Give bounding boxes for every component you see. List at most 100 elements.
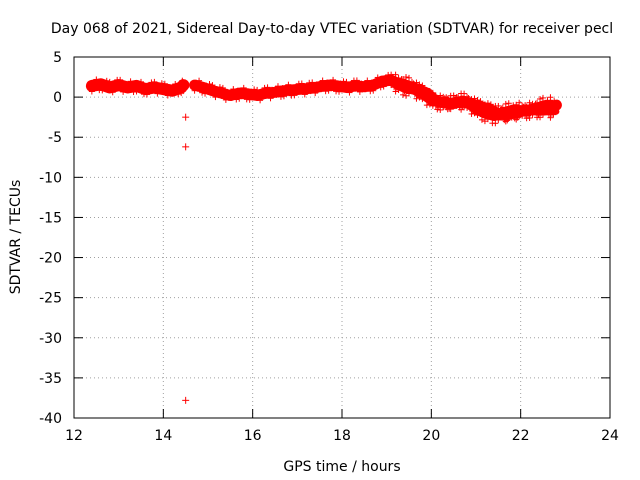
band-upper-branch-marker (471, 95, 478, 102)
band-segment-1-marker (148, 79, 155, 86)
band-lower-branch-marker (502, 118, 509, 125)
y-tick-label: -25 (39, 291, 62, 307)
band-segment-2-marker (322, 88, 329, 95)
band-segment-2-marker (227, 89, 234, 96)
band-segment-2-marker (315, 86, 322, 93)
band-segment-2-marker (349, 86, 356, 93)
band-lower-branch-marker (394, 80, 401, 87)
band-segment-2-marker (216, 84, 223, 91)
band-upper-branch-marker (526, 99, 533, 106)
band-segment-1-marker (90, 79, 97, 86)
band-segment-2-marker (230, 86, 237, 93)
band-lower-branch-marker (480, 109, 487, 116)
band-lower-branch-marker (508, 114, 515, 121)
band-segment-2-marker (228, 94, 235, 101)
band-upper-branch-marker (426, 87, 433, 94)
band-upper-branch-marker (502, 100, 509, 107)
band-segment-1-marker (166, 84, 173, 91)
band-segment-2-marker (239, 93, 246, 100)
band-lower-branch-marker (400, 91, 407, 98)
band-segment-2-marker (380, 83, 387, 90)
band-lower-branch-marker (474, 112, 481, 119)
band-segment-1-marker (124, 81, 131, 88)
band-segment-1-marker (138, 78, 144, 85)
band-lower-branch-marker (550, 111, 557, 118)
band-lower-branch-marker (548, 106, 555, 113)
band-segment-2-marker (361, 80, 368, 87)
band-segment-2-marker (373, 83, 380, 90)
band-lower-branch-marker (438, 98, 445, 105)
band-segment-1-marker (130, 89, 137, 96)
band-segment-2-marker (257, 97, 264, 104)
x-tick-label: 14 (154, 428, 172, 444)
band-segment-1-marker (172, 81, 179, 88)
band-lower-branch-marker (446, 100, 453, 107)
band-segment-2-marker (196, 77, 203, 84)
band-segment-2-marker (370, 87, 377, 94)
band-segment-2-marker (298, 80, 305, 87)
band-segment-1-marker (169, 84, 176, 91)
band-lower-branch-marker (419, 96, 426, 103)
band-segment-2-marker (294, 89, 301, 96)
band-segment-2-marker (347, 80, 354, 87)
band-upper-branch-marker (392, 71, 399, 78)
y-tick-label: -35 (39, 371, 62, 387)
band-segment-2-marker (344, 84, 351, 91)
band-segment-2-marker (340, 78, 347, 85)
band-lower-branch-marker (426, 101, 433, 108)
band-segment-2-marker (209, 82, 216, 89)
band-lower-branch-marker (440, 103, 447, 110)
band-lower-branch-marker (437, 106, 444, 113)
band-upper-branch-marker (495, 102, 502, 109)
band-segment-2-marker (362, 86, 369, 93)
data-points (85, 71, 562, 404)
band-lower-branch-marker (538, 106, 545, 113)
band-segment-1-marker (173, 86, 180, 93)
band-lower-branch-marker (535, 108, 542, 115)
band-upper-branch-marker (416, 81, 423, 88)
band-lower-branch-marker (431, 94, 438, 101)
band-upper-branch-marker (523, 103, 530, 110)
x-tick-label: 20 (422, 428, 440, 444)
band-segment-2-marker (312, 90, 319, 97)
band-segment-1-marker (88, 88, 95, 95)
band-segment-2-marker (207, 87, 214, 94)
band-segment-1-marker (175, 91, 182, 98)
band-lower-branch-marker (547, 114, 554, 121)
band-segment-1-marker (109, 89, 116, 96)
band-segment-2-marker (365, 82, 372, 89)
band-segment-2-marker (330, 76, 337, 83)
band-segment-2-marker (371, 78, 378, 85)
band-segment-2-marker (254, 86, 261, 93)
band-lower-branch-marker (510, 105, 517, 112)
band-segment-1-marker (93, 76, 100, 83)
band-upper-branch-marker (534, 99, 541, 106)
band-upper-branch-marker (468, 96, 475, 103)
band-lower-branch-marker (520, 104, 527, 111)
band-segment-2-marker (382, 74, 389, 81)
band-segment-1-marker (129, 83, 136, 90)
band-lower-branch-marker (493, 111, 500, 118)
band-segment-2-marker (301, 91, 308, 98)
band-lower-branch-marker (473, 105, 479, 112)
band-segment-1-marker (91, 85, 98, 92)
band-segment-2-marker (206, 81, 213, 88)
outlier-point (182, 143, 190, 151)
band-segment-1-marker (142, 86, 149, 93)
band-segment-2-marker (327, 79, 334, 86)
band-segment-2-marker (267, 95, 274, 102)
band-segment-2-marker (280, 93, 287, 100)
band-lower-branch-marker (490, 114, 497, 121)
band-segment-2-marker (285, 81, 292, 88)
band-lower-branch-marker (487, 114, 494, 121)
axis-ticks: 12 14 16 18 20 22 24 5 0 -5 -10 -15 -20 -25 -30 -35 -40 (39, 50, 619, 444)
band-segment-2-marker (266, 89, 273, 96)
band-upper-branch-marker (547, 94, 554, 101)
band-segment-2-marker (309, 79, 316, 86)
band-upper-branch-marker (406, 74, 412, 81)
band-lower-branch-marker (407, 82, 414, 89)
band-lower-branch-marker (529, 111, 536, 118)
band-lower-branch-marker (467, 104, 474, 111)
